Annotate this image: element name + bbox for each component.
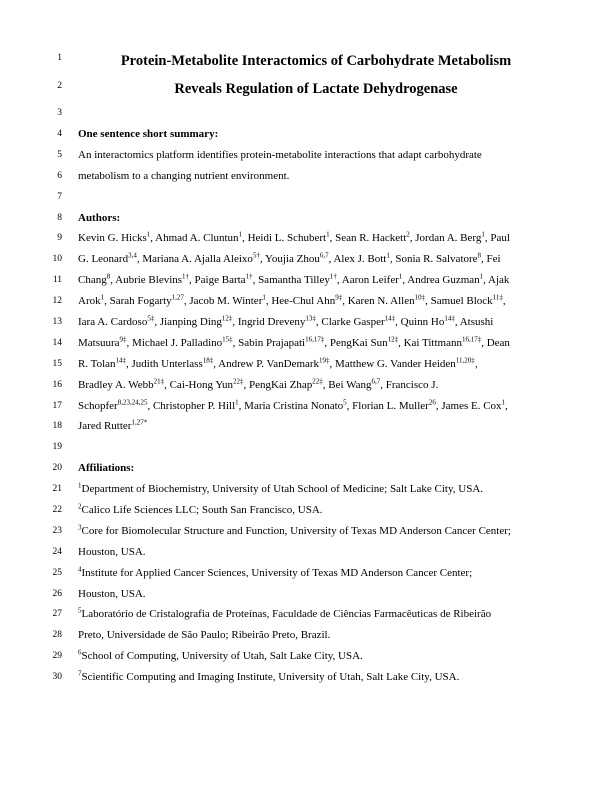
author-line: R. Tolan14‡, Judith Unterlass18‡, Andrew… [62,354,554,375]
affiliation-line: Houston, USA. [62,542,554,563]
affiliation-line: 6School of Computing, University of Utah… [62,646,554,667]
line-number: 1 [38,48,62,67]
line-number: 29 [38,646,62,665]
line-number: 8 [38,208,62,227]
author-line: Bradley A. Webb21‡, Cai-Hong Yun22‡, Pen… [62,375,554,396]
line-number: 9 [38,228,62,247]
author-line: Schopfer8,23,24,25, Christopher P. Hill1… [62,396,554,417]
line-number: 25 [38,563,62,582]
line-number: 28 [38,625,62,644]
authors-heading: Authors: [62,208,554,229]
title-line-2: Reveals Regulation of Lactate Dehydrogen… [62,76,554,104]
summary-text: metabolism to a changing nutrient enviro… [62,166,554,187]
blank-line [62,103,554,124]
affiliation-line: 1Department of Biochemistry, University … [62,479,554,500]
line-number: 30 [38,667,62,686]
line-number: 5 [38,145,62,164]
author-line: Jared Rutter1,27* [62,416,554,437]
line-number: 15 [38,354,62,373]
line-number: 12 [38,291,62,310]
affiliation-line: 4Institute for Applied Cancer Sciences, … [62,563,554,584]
author-line: Arok1, Sarah Fogarty1,27, Jacob M. Winte… [62,291,554,312]
affiliations-heading: Affiliations: [62,458,554,479]
line-number: 23 [38,521,62,540]
line-number: 10 [38,249,62,268]
line-number: 13 [38,312,62,331]
author-line: G. Leonard3,4, Mariana A. Ajalla Aleixo5… [62,249,554,270]
blank-line [62,187,554,208]
line-number: 26 [38,584,62,603]
summary-heading: One sentence short summary: [62,124,554,145]
line-number: 14 [38,333,62,352]
line-number: 3 [38,103,62,122]
line-number: 20 [38,458,62,477]
author-line: Matsuura9‡, Michael J. Palladino15‡, Sab… [62,333,554,354]
author-line: Chang8, Aubrie Blevins1†, Paige Barta1†,… [62,270,554,291]
affiliation-line: 2Calico Life Sciences LLC; South San Fra… [62,500,554,521]
author-line: Kevin G. Hicks1, Ahmad A. Cluntun1, Heid… [62,228,554,249]
line-number: 6 [38,166,62,185]
line-number: 21 [38,479,62,498]
affiliation-line: 3Core for Biomolecular Structure and Fun… [62,521,554,542]
line-number: 7 [38,187,62,206]
line-number: 22 [38,500,62,519]
line-number: 16 [38,375,62,394]
title-line-1: Protein-Metabolite Interactomics of Carb… [62,48,554,76]
affiliation-line: Houston, USA. [62,584,554,605]
line-number: 11 [38,270,62,289]
line-number: 19 [38,437,62,456]
line-number: 27 [38,604,62,623]
line-number: 24 [38,542,62,561]
line-number: 18 [38,416,62,435]
affiliation-line: Preto, Universidade de São Paulo; Ribeir… [62,625,554,646]
line-number: 2 [38,76,62,95]
affiliation-line: 7Scientific Computing and Imaging Instit… [62,667,554,688]
line-number: 4 [38,124,62,143]
line-number: 17 [38,396,62,415]
summary-text: An interactomics platform identifies pro… [62,145,554,166]
blank-line [62,437,554,458]
affiliation-line: 5Laboratório de Cristalografia de Proteí… [62,604,554,625]
author-line: Iara A. Cardoso5‡, Jianping Ding12‡, Ing… [62,312,554,333]
